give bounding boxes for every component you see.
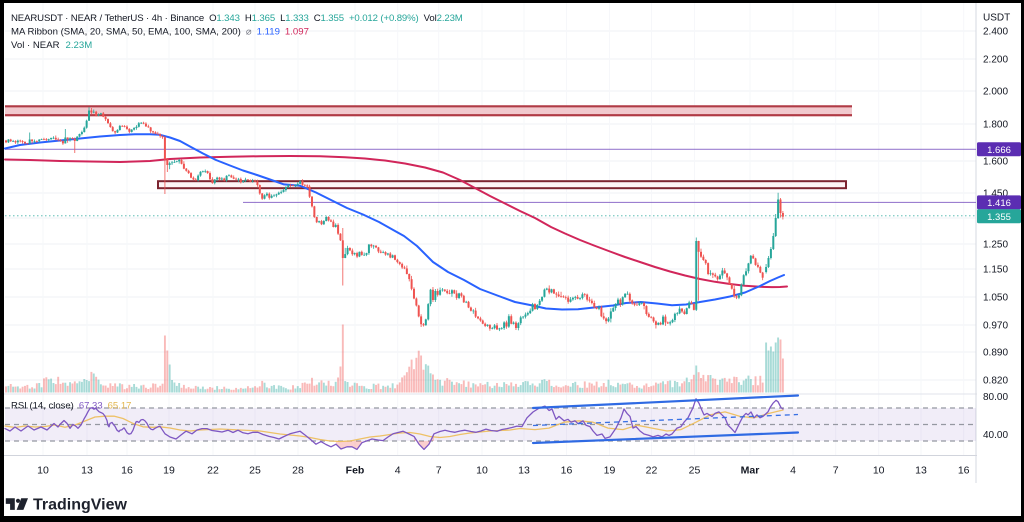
svg-text:10: 10 — [476, 465, 488, 477]
svg-text:4: 4 — [395, 465, 401, 477]
svg-text:16: 16 — [121, 465, 133, 477]
svg-text:1.416: 1.416 — [987, 198, 1011, 209]
svg-text:TradingView: TradingView — [33, 497, 128, 514]
svg-text:28: 28 — [292, 465, 304, 477]
svg-text:USDT: USDT — [983, 13, 1010, 24]
svg-text:Feb: Feb — [346, 465, 365, 477]
svg-text:19: 19 — [604, 465, 616, 477]
svg-text:13: 13 — [518, 465, 530, 477]
svg-text:1.600: 1.600 — [983, 157, 1008, 168]
svg-text:0.970: 0.970 — [983, 321, 1008, 332]
svg-text:1.355: 1.355 — [987, 212, 1011, 223]
svg-text:10: 10 — [37, 465, 49, 477]
svg-text:25: 25 — [689, 465, 701, 477]
svg-text:1.050: 1.050 — [983, 293, 1008, 304]
svg-text:22: 22 — [646, 465, 658, 477]
svg-text:16: 16 — [561, 465, 573, 477]
svg-text:13: 13 — [915, 465, 927, 477]
svg-text:10: 10 — [873, 465, 885, 477]
svg-text:Mar: Mar — [741, 465, 760, 477]
svg-text:2.000: 2.000 — [983, 87, 1008, 98]
svg-text:40.00: 40.00 — [983, 430, 1008, 441]
svg-text:NEARUSDT · NEAR / TetherUS · 4: NEARUSDT · NEAR / TetherUS · 4h · Binanc… — [11, 13, 463, 24]
svg-text:16: 16 — [958, 465, 970, 477]
svg-text:2.200: 2.200 — [983, 55, 1008, 66]
svg-text:80.00: 80.00 — [983, 392, 1008, 403]
svg-text:2.400: 2.400 — [983, 27, 1008, 38]
svg-text:25: 25 — [249, 465, 261, 477]
svg-text:MA Ribbon (SMA, 20, SMA, 50, E: MA Ribbon (SMA, 20, SMA, 50, EMA, 100, S… — [11, 27, 309, 38]
svg-text:0.890: 0.890 — [983, 348, 1008, 359]
svg-text:7: 7 — [436, 465, 442, 477]
svg-text:1.666: 1.666 — [987, 145, 1011, 156]
svg-text:1.250: 1.250 — [983, 240, 1008, 251]
svg-text:1.800: 1.800 — [983, 120, 1008, 131]
svg-text:1.150: 1.150 — [983, 265, 1008, 276]
svg-text:19: 19 — [163, 465, 175, 477]
svg-text:4: 4 — [790, 465, 796, 477]
svg-text:0.820: 0.820 — [983, 376, 1008, 387]
svg-text:7: 7 — [833, 465, 839, 477]
svg-text:13: 13 — [81, 465, 93, 477]
svg-text:1.450: 1.450 — [983, 189, 1008, 200]
svg-text:22: 22 — [207, 465, 219, 477]
